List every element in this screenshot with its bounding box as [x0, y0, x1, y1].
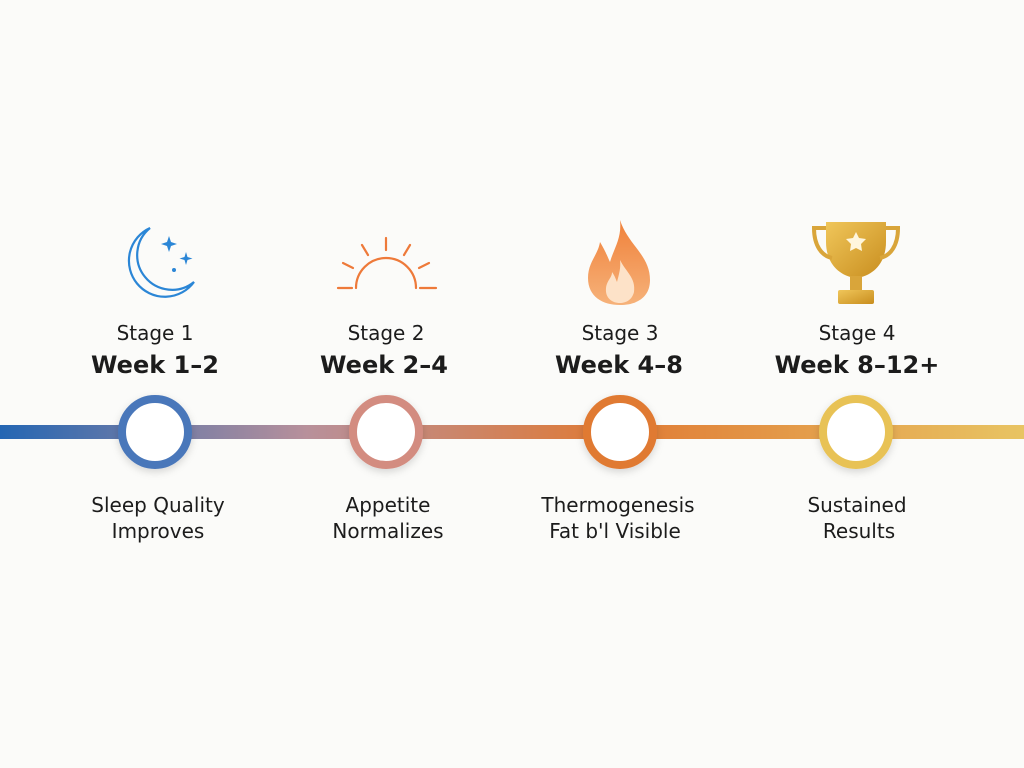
trophy-icon	[811, 222, 901, 304]
stage-description: Fat b'l Visible	[549, 519, 681, 543]
stage-period: Week 4–8	[555, 351, 683, 379]
stage-label: Stage 4	[819, 321, 896, 345]
stage-description: Normalizes	[332, 519, 443, 543]
stage-description: Results	[823, 519, 895, 543]
stage-label: Stage 2	[348, 321, 425, 345]
stage-node	[118, 395, 192, 469]
stage-description: Appetite	[346, 493, 431, 517]
stage-description: Sustained	[807, 493, 906, 517]
stage-description: Thermogenesis	[540, 493, 694, 517]
stage-period: Week 1–2	[91, 351, 219, 379]
sunrise-icon	[336, 236, 438, 290]
stage-period: Week 8–12+	[775, 351, 940, 379]
stage-label: Stage 3	[582, 321, 659, 345]
stage-description: Improves	[112, 519, 205, 543]
stage-description: Sleep Quality	[91, 493, 225, 517]
stage-label: Stage 1	[117, 321, 194, 345]
stage-node	[349, 395, 423, 469]
timeline-track	[0, 425, 1024, 439]
flame-icon	[588, 220, 650, 305]
moon-icon	[127, 226, 195, 298]
stage-period: Week 2–4	[320, 351, 448, 379]
stage-node	[819, 395, 893, 469]
stage-node	[583, 395, 657, 469]
